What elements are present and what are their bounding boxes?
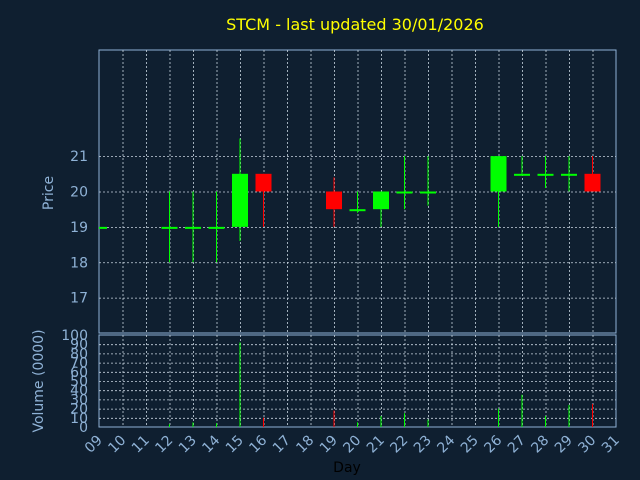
candle-body	[561, 173, 577, 176]
day-tick-label: 19	[317, 433, 341, 457]
day-tick-label: 24	[434, 432, 458, 456]
volume-plot-frame	[98, 334, 617, 428]
price-panel: 17 18 19 20 21	[70, 49, 617, 334]
day-tick-label: 14	[199, 432, 223, 456]
candle-body	[490, 156, 507, 192]
candle-body	[420, 191, 436, 194]
volume-tick-label: 40	[70, 383, 88, 399]
day-tick-label: 28	[528, 433, 552, 457]
candle-body	[514, 173, 530, 176]
price-tick-label: 20	[70, 185, 88, 201]
candle-body	[326, 191, 342, 210]
day-tick-label: 23	[411, 433, 435, 457]
day-tick-label: 15	[223, 433, 247, 457]
volume-tick-label: 60	[70, 365, 88, 381]
candle-body	[537, 173, 554, 176]
day-tick-label: 31	[599, 433, 623, 457]
day-tick-label: 17	[270, 433, 294, 457]
day-tick-label: 09	[82, 433, 106, 457]
volume-tick-label: 90	[70, 337, 88, 353]
day-tick-label: 10	[105, 433, 129, 457]
volume-tick-label: 10	[70, 411, 88, 427]
volume-tick-label: 30	[70, 392, 88, 408]
x-axis-label: Day	[333, 460, 361, 476]
candle-body	[161, 226, 178, 229]
day-tick-label: 20	[340, 433, 364, 457]
chart-title: STCM - last updated 30/01/2026	[226, 15, 484, 34]
candle-body	[208, 226, 225, 229]
candle-body	[396, 191, 413, 194]
day-tick-label: 29	[552, 433, 576, 457]
volume-tick-label: 100	[61, 328, 88, 344]
day-tick-label: 21	[364, 433, 388, 457]
day-tick-label: 18	[293, 433, 317, 457]
candle-body	[584, 173, 601, 192]
candle-body	[232, 173, 248, 227]
volume-axis-label: Volume (0000)	[31, 329, 47, 432]
candle-body	[99, 226, 107, 229]
volume-tick-label: 20	[70, 402, 88, 418]
candle-body	[185, 226, 201, 229]
price-axis-label: Price	[41, 176, 57, 210]
price-plot-frame	[98, 49, 617, 334]
volume-tick-label: 70	[70, 356, 88, 372]
day-tick-label: 12	[152, 433, 176, 457]
volume-tick-label: 0	[79, 420, 88, 436]
volume-tick-label: 50	[70, 374, 88, 390]
day-tick-label: 30	[575, 433, 599, 457]
day-tick-label: 11	[129, 433, 153, 457]
candle-body	[373, 191, 389, 210]
candle-body	[349, 209, 366, 212]
day-tick-label: 13	[176, 433, 200, 457]
price-tick-label: 21	[70, 149, 88, 165]
day-tick-label: 22	[387, 433, 411, 457]
volume-tick-label: 80	[70, 346, 88, 362]
day-tick-label: 27	[505, 433, 529, 457]
price-tick-label: 18	[70, 255, 88, 271]
price-tick-label: 17	[70, 291, 88, 307]
price-tick-label: 19	[70, 220, 88, 236]
day-tick-label: 16	[246, 432, 270, 456]
day-tick-label: 26	[481, 432, 505, 456]
candle-body	[255, 173, 272, 192]
day-tick-label: 25	[458, 433, 482, 457]
